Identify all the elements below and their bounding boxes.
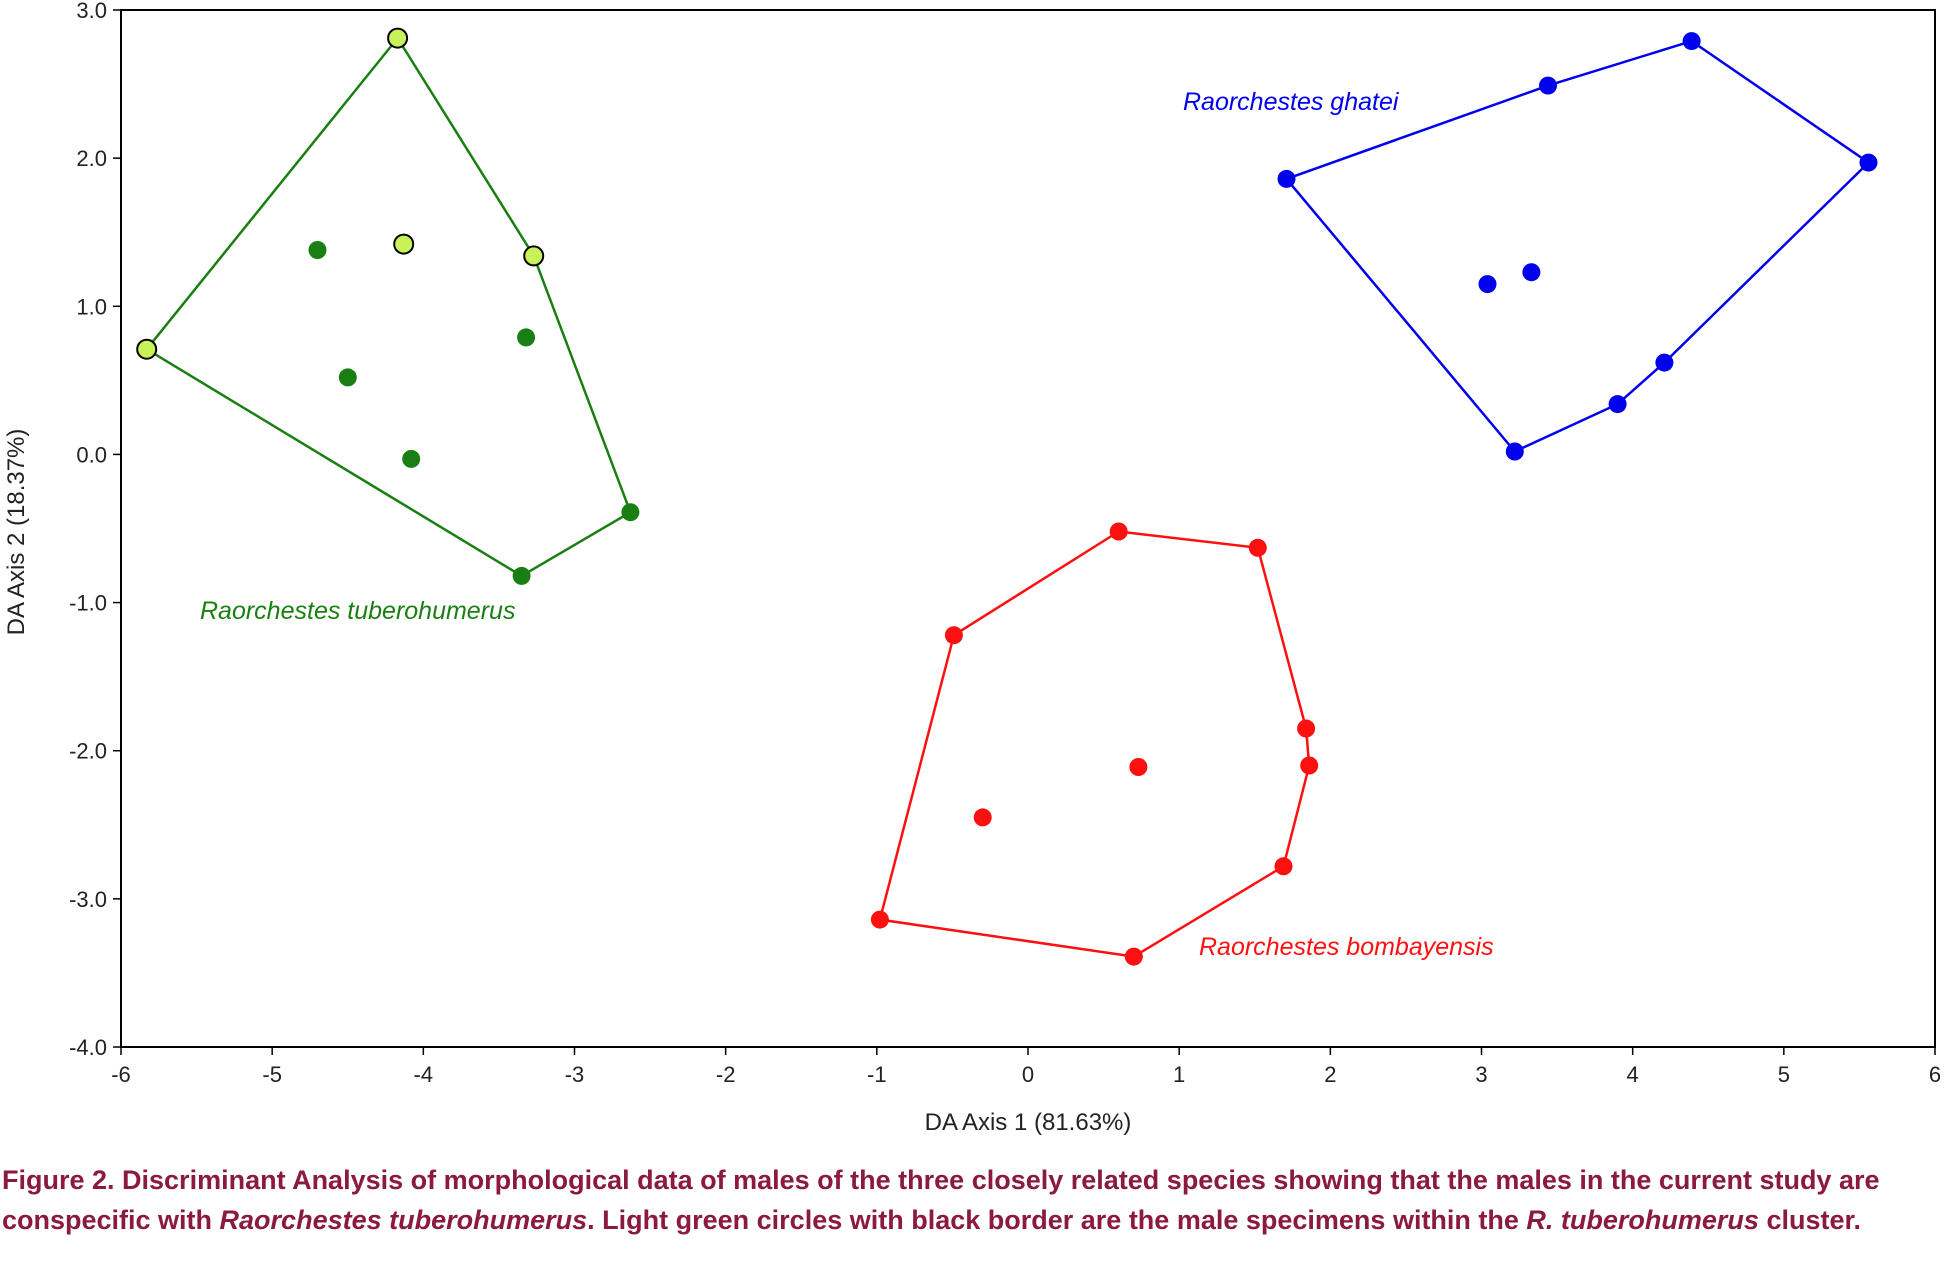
point-series-0: [338, 368, 357, 387]
y-axis-title: DA Axis 2 (18.37%): [3, 429, 30, 636]
caption-part-3: cluster.: [1758, 1205, 1862, 1235]
caption-species-short: R. tuberohumerus: [1526, 1205, 1759, 1235]
point-series-2: [1478, 275, 1497, 294]
point-series-3: [973, 808, 992, 827]
x-axis-title: DA Axis 1 (81.63%): [925, 1109, 1132, 1136]
x-tick-label: 5: [1778, 1062, 1790, 1087]
caption-part-1: Figure 2. Discriminant Analysis of morph…: [2, 1165, 1880, 1235]
y-tick-label: -1.0: [69, 591, 107, 616]
point-series-3: [1248, 538, 1267, 557]
x-tick-label: -5: [262, 1062, 282, 1087]
point-series-2: [1539, 76, 1557, 95]
x-tick-label: -1: [867, 1062, 887, 1087]
point-series-3: [1124, 947, 1143, 966]
plot-area: [120, 9, 1936, 1048]
x-tick-label: 4: [1627, 1062, 1639, 1087]
point-series-2: [1522, 263, 1541, 282]
point-series-3: [1297, 719, 1316, 738]
y-tick-label: 1.0: [76, 294, 107, 319]
y-tick-label: 0.0: [76, 442, 107, 467]
y-tick-label: 3.0: [76, 0, 107, 23]
x-tick-label: -6: [111, 1062, 131, 1087]
hull-series-2: [1284, 39, 1871, 454]
caption-species: Raorchestes tuberohumerus: [219, 1205, 588, 1235]
x-tick-label: 3: [1475, 1062, 1487, 1087]
hull-series-0: [144, 35, 632, 578]
point-series-0: [517, 328, 536, 347]
y-tick-label: -3.0: [69, 887, 107, 912]
point-series-3: [1129, 758, 1148, 776]
figure-caption: Figure 2. Discriminant Analysis of morph…: [2, 1160, 1947, 1240]
point-series-2: [1505, 442, 1524, 461]
point-series-0: [512, 566, 531, 585]
caption-part-2: . Light green circles with black border …: [587, 1205, 1527, 1235]
point-series-0: [402, 449, 421, 468]
point-series-3: [1274, 857, 1293, 876]
x-tick-label: 2: [1324, 1062, 1336, 1087]
point-series-1: [136, 338, 158, 360]
x-tick-label: 1: [1173, 1062, 1185, 1087]
data-points: [136, 27, 1878, 966]
point-series-3: [1300, 756, 1319, 775]
point-series-2: [1277, 169, 1296, 188]
point-series-2: [1682, 32, 1701, 51]
point-series-3: [1109, 522, 1128, 541]
point-series-0: [621, 503, 640, 522]
point-series-1: [393, 233, 415, 255]
x-tick-label: 0: [1022, 1062, 1034, 1087]
y-tick-label: -4.0: [69, 1035, 107, 1060]
x-axis-ticks: -6 -5 -4 -3 -2 -1 0 1 2 3 4 5 6: [111, 1047, 1941, 1087]
point-series-1: [523, 245, 545, 267]
point-series-3: [944, 626, 963, 645]
species-label-bombayensis: Raorchestes bombayensis: [1199, 933, 1494, 961]
point-series-1: [387, 27, 409, 49]
point-series-2: [1655, 353, 1674, 372]
scatter-chart: -6 -5 -4 -3 -2 -1 0 1 2 3 4 5 6 3.0 2.0 1.0 0.0 -1.0 -2.0…: [3, 0, 1941, 1136]
y-tick-label: 2.0: [76, 146, 107, 171]
x-tick-label: 6: [1929, 1062, 1941, 1087]
x-tick-label: -4: [414, 1062, 434, 1087]
x-tick-label: -2: [716, 1062, 736, 1087]
species-label-ghatei: Raorchestes ghatei: [1183, 88, 1400, 116]
species-label-tuberohumerus: Raorchestes tuberohumerus: [200, 597, 515, 625]
point-series-2: [1608, 395, 1627, 414]
point-series-3: [870, 910, 889, 929]
y-tick-label: -2.0: [69, 739, 107, 764]
point-series-0: [308, 241, 327, 259]
x-tick-label: -3: [565, 1062, 585, 1087]
point-series-2: [1859, 153, 1878, 172]
y-axis-ticks: 3.0 2.0 1.0 0.0 -1.0 -2.0 -3.0 -4.0: [69, 0, 121, 1060]
